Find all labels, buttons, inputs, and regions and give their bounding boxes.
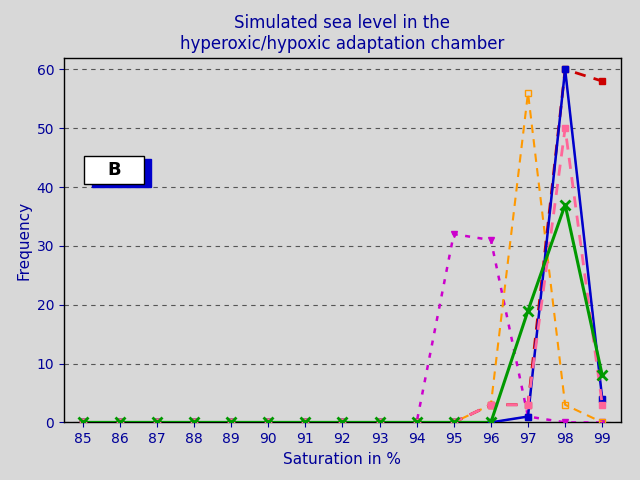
X-axis label: Saturation in %: Saturation in % bbox=[284, 452, 401, 467]
Text: B: B bbox=[108, 161, 121, 179]
FancyBboxPatch shape bbox=[84, 156, 144, 184]
Title: Simulated sea level in the
hyperoxic/hypoxic adaptation chamber: Simulated sea level in the hyperoxic/hyp… bbox=[180, 14, 504, 53]
Y-axis label: Frequency: Frequency bbox=[16, 201, 31, 279]
FancyBboxPatch shape bbox=[92, 159, 151, 187]
